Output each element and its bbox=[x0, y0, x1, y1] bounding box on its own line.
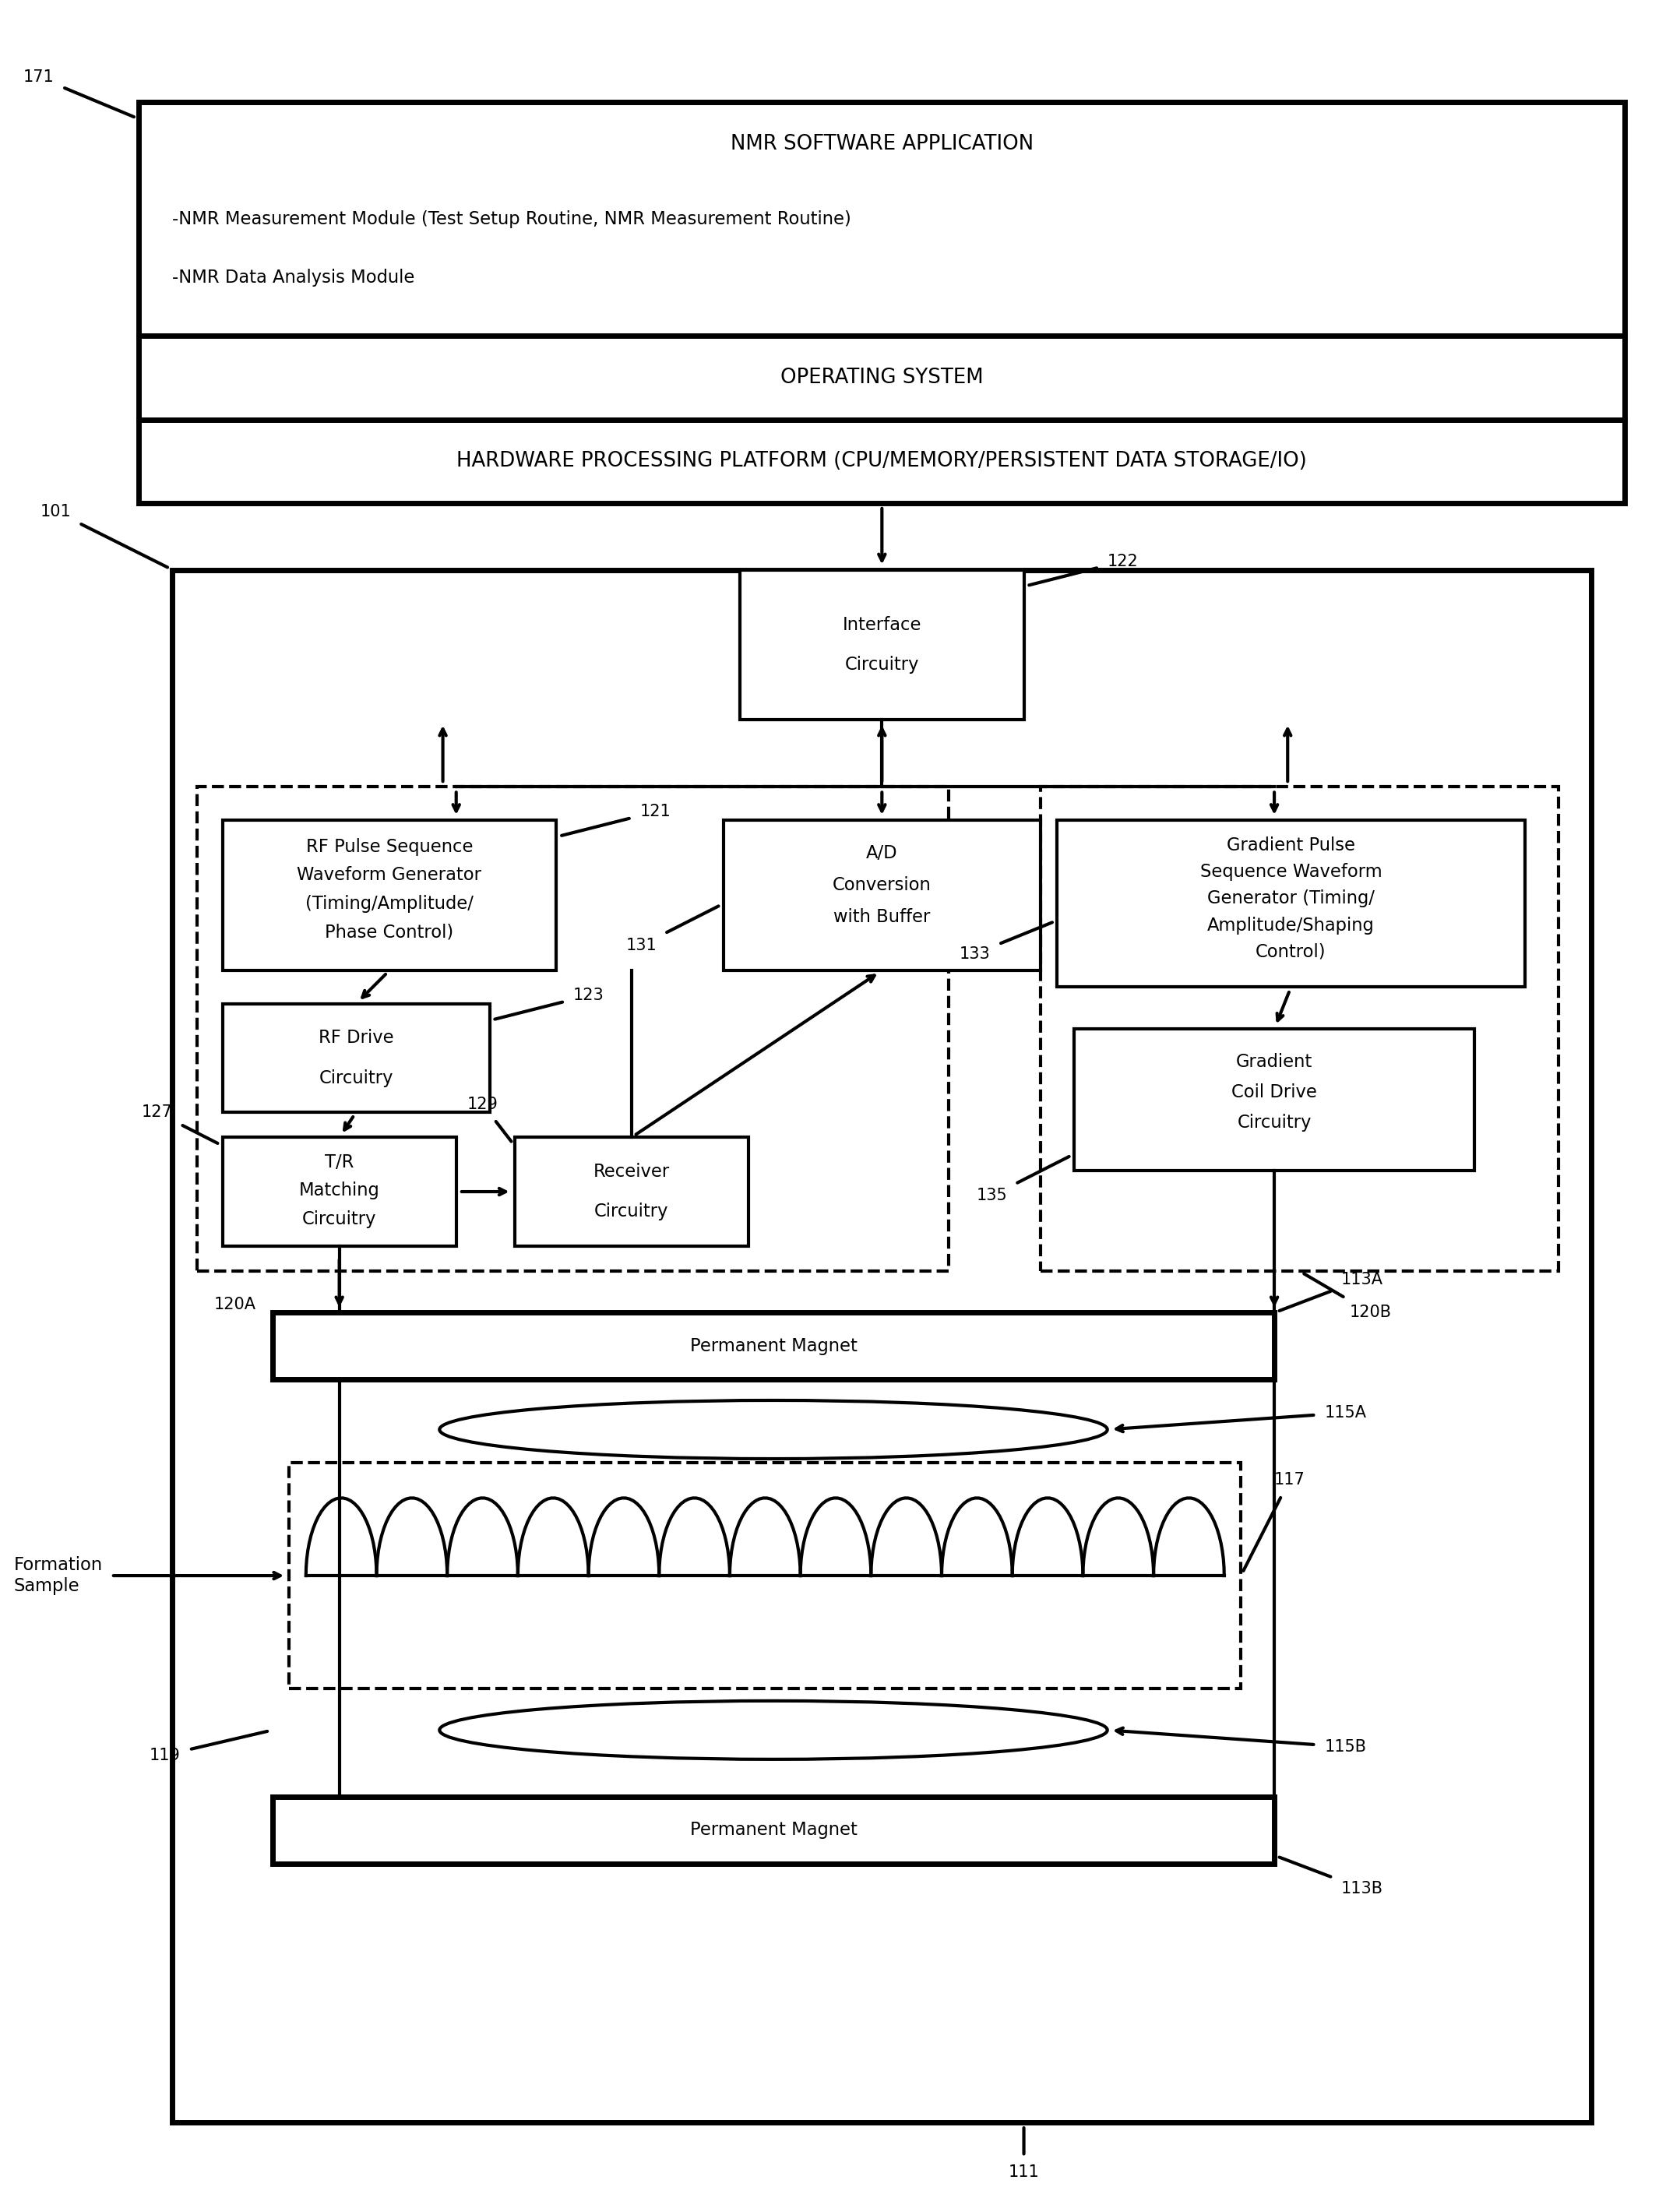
Text: Phase Control): Phase Control) bbox=[324, 923, 454, 941]
Text: Permanent Magnet: Permanent Magnet bbox=[689, 1822, 857, 1839]
Text: 120B: 120B bbox=[1304, 1274, 1391, 1320]
Bar bbox=[289, 1464, 1240, 1689]
Bar bbox=[139, 102, 1625, 336]
Text: (Timing/Amplitude/: (Timing/Amplitude/ bbox=[306, 894, 474, 912]
Text: 113A: 113A bbox=[1278, 1272, 1383, 1312]
Text: 129: 129 bbox=[467, 1095, 511, 1142]
Text: HARDWARE PROCESSING PLATFORM (CPU/MEMORY/PERSISTENT DATA STORAGE/IO): HARDWARE PROCESSING PLATFORM (CPU/MEMORY… bbox=[457, 450, 1307, 470]
Bar bbox=[1040, 786, 1557, 1272]
Text: -NMR Measurement Module (Test Setup Routine, NMR Measurement Routine): -NMR Measurement Module (Test Setup Rout… bbox=[173, 210, 852, 227]
Text: 115B: 115B bbox=[1116, 1729, 1366, 1755]
Text: Sequence Waveform: Sequence Waveform bbox=[1200, 863, 1381, 881]
Text: 135: 135 bbox=[976, 1157, 1068, 1203]
Text: RF Pulse Sequence: RF Pulse Sequence bbox=[306, 839, 472, 857]
Text: Interface: Interface bbox=[842, 616, 921, 634]
Text: OPERATING SYSTEM: OPERATING SYSTEM bbox=[780, 369, 983, 389]
Text: Circuitry: Circuitry bbox=[595, 1203, 669, 1221]
Text: Circuitry: Circuitry bbox=[1236, 1113, 1310, 1130]
Text: with Buffer: with Buffer bbox=[833, 907, 931, 925]
Text: RF Drive: RF Drive bbox=[318, 1029, 393, 1047]
Text: 113B: 113B bbox=[1278, 1857, 1383, 1897]
Text: 131: 131 bbox=[625, 905, 719, 954]
Text: 101: 101 bbox=[40, 503, 168, 567]
Bar bbox=[222, 819, 556, 972]
Text: 123: 123 bbox=[494, 987, 603, 1020]
Text: Gradient Pulse: Gradient Pulse bbox=[1226, 837, 1356, 854]
Text: Amplitude/Shaping: Amplitude/Shaping bbox=[1206, 916, 1374, 934]
Bar bbox=[222, 1137, 455, 1245]
Ellipse shape bbox=[440, 1400, 1107, 1459]
Bar bbox=[222, 1005, 489, 1113]
Bar bbox=[722, 819, 1040, 972]
Text: Circuitry: Circuitry bbox=[302, 1210, 376, 1228]
Text: 133: 133 bbox=[959, 923, 1052, 960]
Text: Generator (Timing/: Generator (Timing/ bbox=[1206, 890, 1374, 907]
Text: 117: 117 bbox=[1243, 1473, 1305, 1570]
Bar bbox=[197, 786, 949, 1272]
Bar bbox=[272, 1797, 1273, 1864]
Text: 115A: 115A bbox=[1116, 1404, 1366, 1431]
Text: Circuitry: Circuitry bbox=[845, 656, 919, 673]
Bar bbox=[173, 570, 1591, 2122]
Text: NMR SOFTWARE APPLICATION: NMR SOFTWARE APPLICATION bbox=[731, 135, 1033, 155]
Bar bbox=[739, 570, 1023, 720]
Text: Waveform Generator: Waveform Generator bbox=[297, 866, 482, 883]
Text: 171: 171 bbox=[24, 68, 134, 117]
Text: -NMR Data Analysis Module: -NMR Data Analysis Module bbox=[173, 269, 415, 287]
Text: 119: 119 bbox=[150, 1731, 267, 1762]
Text: 121: 121 bbox=[561, 804, 670, 835]
Text: Permanent Magnet: Permanent Magnet bbox=[689, 1338, 857, 1356]
Text: 120A: 120A bbox=[213, 1296, 255, 1312]
Text: 111: 111 bbox=[1008, 2129, 1040, 2179]
Bar bbox=[139, 336, 1625, 420]
Text: A/D: A/D bbox=[865, 846, 897, 863]
Bar bbox=[139, 420, 1625, 503]
Text: Formation
Sample: Formation Sample bbox=[13, 1557, 281, 1594]
Text: Matching: Matching bbox=[299, 1181, 380, 1199]
Bar bbox=[272, 1314, 1273, 1380]
Bar bbox=[514, 1137, 748, 1245]
Ellipse shape bbox=[440, 1700, 1107, 1760]
Text: Circuitry: Circuitry bbox=[319, 1069, 393, 1086]
Bar bbox=[1057, 819, 1524, 987]
Text: T/R: T/R bbox=[324, 1153, 354, 1172]
Text: Gradient: Gradient bbox=[1236, 1053, 1312, 1071]
Text: Receiver: Receiver bbox=[593, 1164, 670, 1181]
Text: Conversion: Conversion bbox=[832, 877, 931, 894]
Text: Control): Control) bbox=[1255, 943, 1326, 960]
Bar bbox=[1074, 1029, 1475, 1170]
Text: 127: 127 bbox=[141, 1104, 218, 1144]
Text: Coil Drive: Coil Drive bbox=[1231, 1084, 1317, 1102]
Text: 122: 122 bbox=[1028, 554, 1137, 585]
